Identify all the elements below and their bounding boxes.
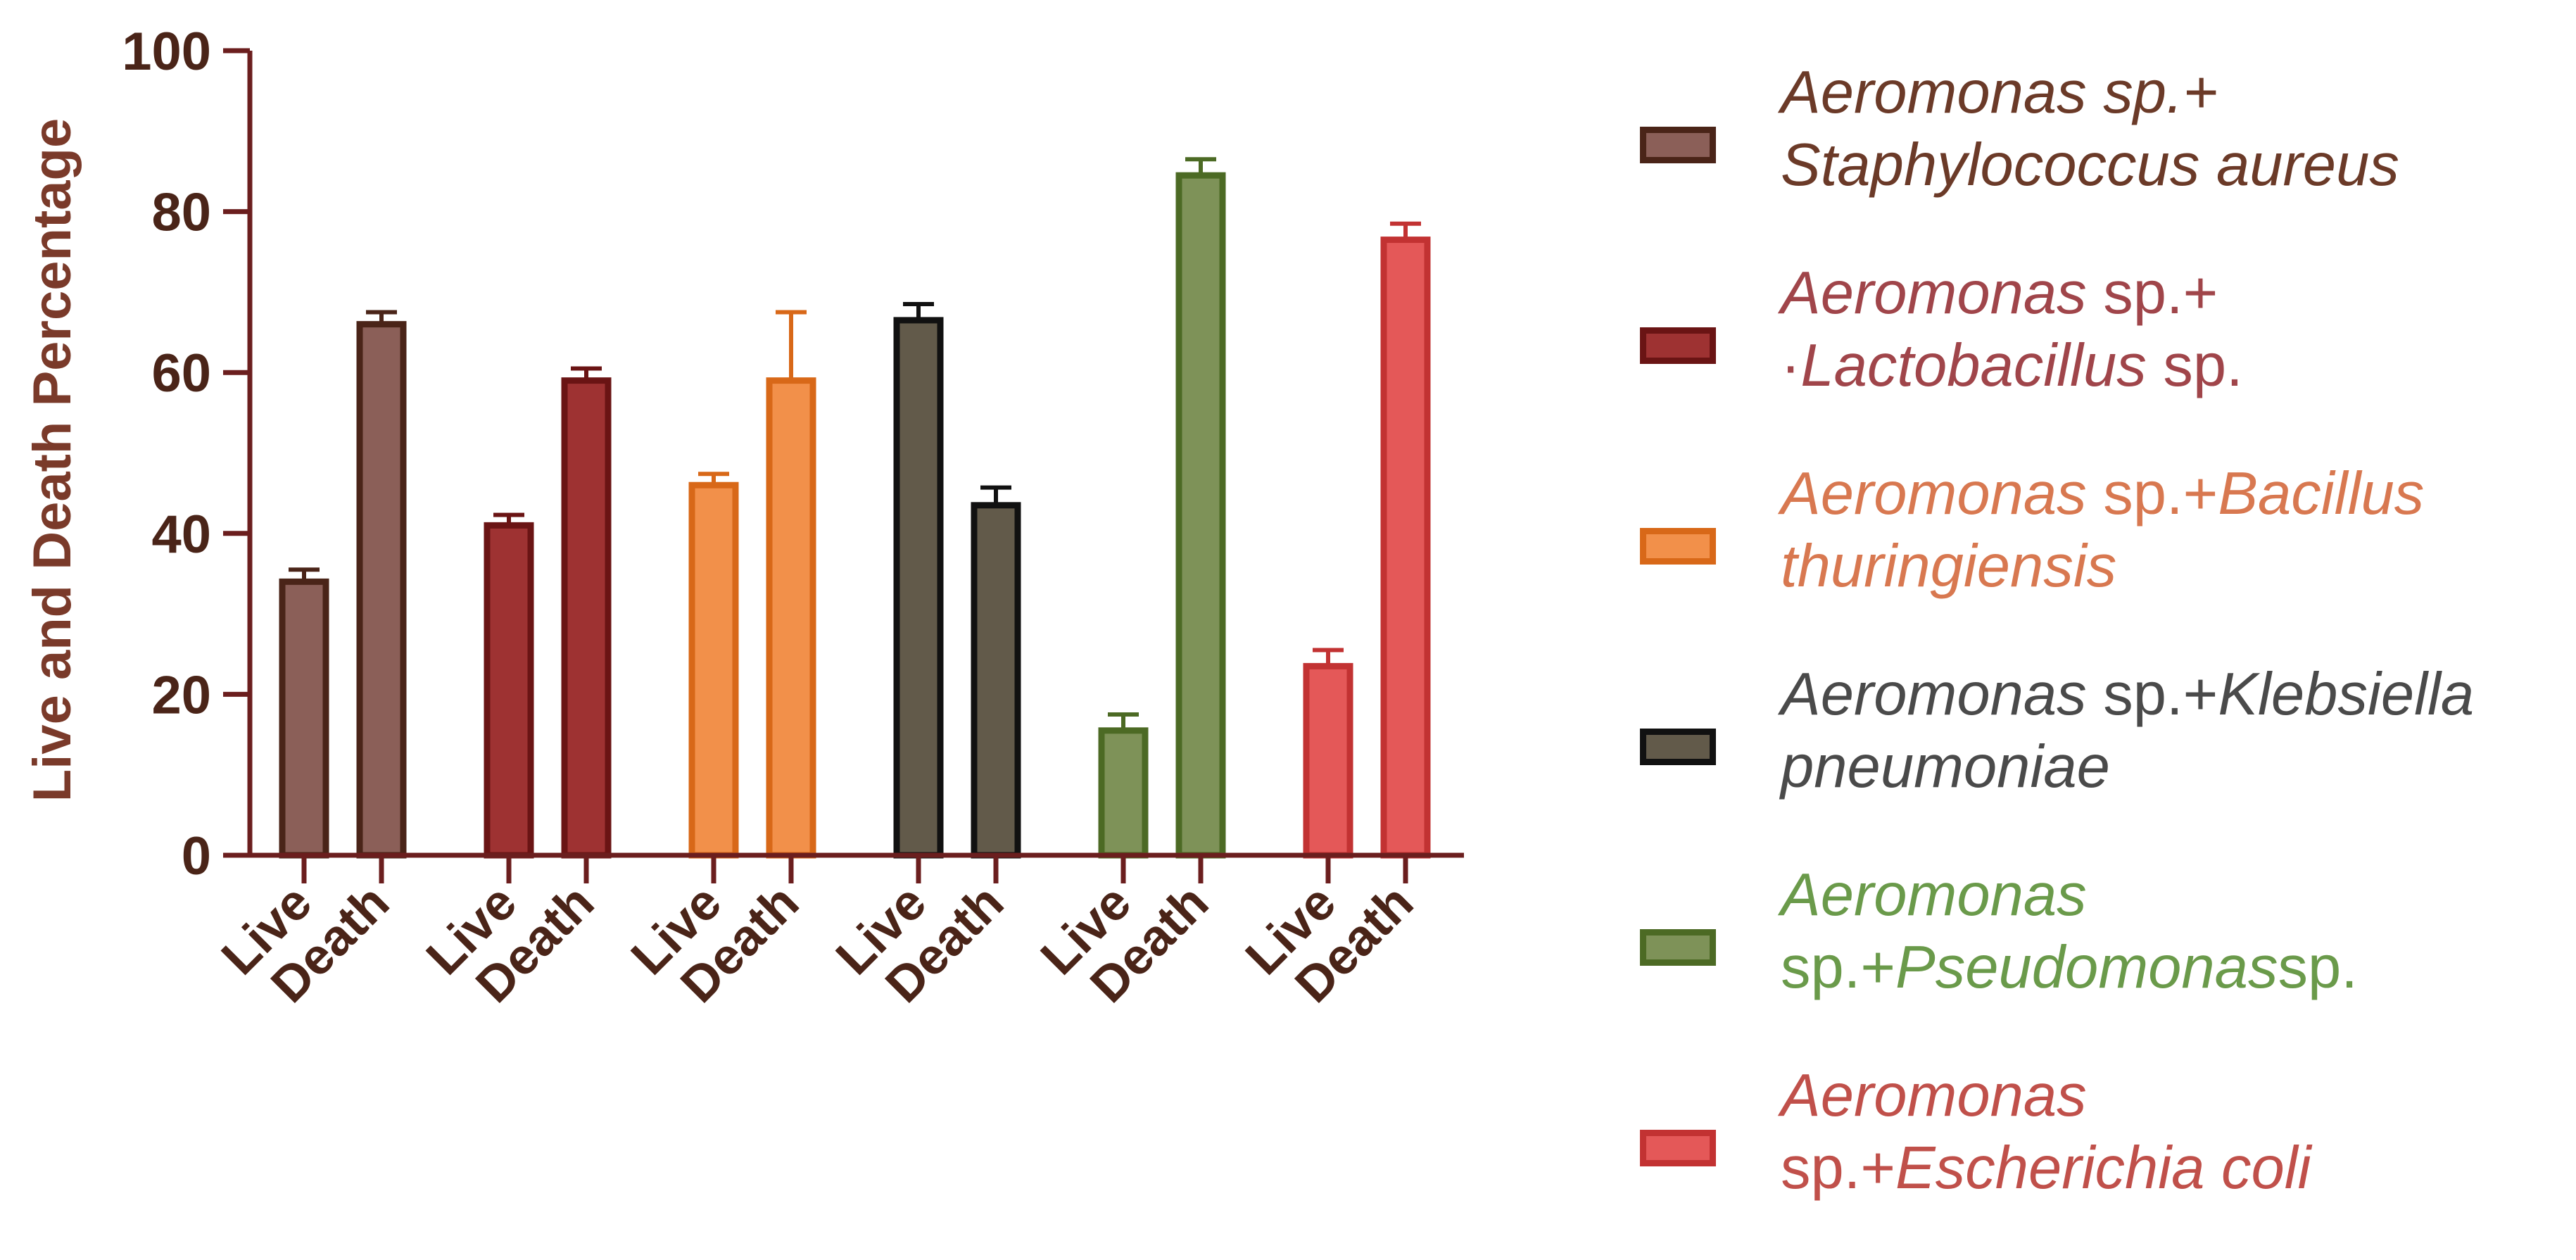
legend-label-2: Aeromonas sp.+Bacillus thuringiensis (1781, 458, 2569, 603)
legend-swatch-3 (1640, 729, 1716, 765)
bar-death-1 (561, 377, 612, 859)
legend-label-segment-2-0-1: sp.+ (2086, 460, 2218, 527)
legend-item-5: Aeromonas sp.+Escherichia coli (1640, 1059, 2569, 1260)
legend-swatch-1 (1640, 327, 1716, 364)
legend-label-4: Aeromonas sp.+Pseudomonassp. (1781, 859, 2569, 1004)
legend-label-line-1-1: ·Lactobacillus sp. (1781, 329, 2569, 402)
legend-label-line-5-1: sp.+Escherichia coli (1781, 1132, 2569, 1204)
legend-label-segment-2-0-0: Aeromonas (1781, 460, 2087, 527)
bar-death-4 (1175, 172, 1226, 859)
legend-label-segment-1-1-0: · (1781, 332, 1801, 399)
legend-label-segment-0-0-0: Aeromonas sp.+ (1781, 59, 2218, 126)
legend-label-line-4-0: Aeromonas (1781, 859, 2569, 931)
legend-label-line-3-0: Aeromonas sp.+Klebsiella (1781, 658, 2569, 731)
y-tick-label-40: 40 (151, 505, 211, 565)
legend-label-segment-4-1-0: sp.+ (1781, 934, 1896, 1001)
legend-label-segment-1-0-0: Aeromonas (1781, 260, 2087, 327)
legend-item-3: Aeromonas sp.+Klebsiella pneumoniae (1640, 658, 2569, 859)
legend-swatch-5 (1640, 1130, 1716, 1166)
legend-label-segment-2-1-0: thuringiensis (1781, 533, 2117, 600)
legend-item-4: Aeromonas sp.+Pseudomonassp. (1640, 859, 2569, 1059)
legend-label-line-0-1: Staphylococcus aureus (1781, 129, 2569, 201)
bar-death-3 (971, 502, 1021, 859)
legend: Aeromonas sp.+ Staphylococcus aureus Aerom… (1640, 56, 2569, 1260)
y-tick-label-0: 0 (182, 826, 211, 886)
y-tick-label-60: 60 (151, 344, 211, 403)
legend-label-segment-3-0-0: Aeromonas (1781, 661, 2087, 728)
legend-item-0: Aeromonas sp.+ Staphylococcus aureus (1640, 56, 2569, 257)
legend-label-segment-4-0-0: Aeromonas (1781, 862, 2087, 928)
legend-label-0: Aeromonas sp.+ Staphylococcus aureus (1781, 56, 2569, 201)
bar-live-3 (893, 317, 944, 859)
legend-label-segment-5-1-1: Escherichia coli (1895, 1135, 2311, 1202)
legend-label-segment-3-0-2: Klebsiella (2218, 661, 2475, 728)
bar-live-0 (279, 578, 329, 859)
legend-item-2: Aeromonas sp.+Bacillus thuringiensis (1640, 458, 2569, 658)
y-axis-title: Live and Death Percentage (23, 118, 82, 802)
bar-live-2 (688, 481, 739, 859)
legend-label-line-5-0: Aeromonas (1781, 1059, 2569, 1132)
bar-death-2 (766, 377, 816, 859)
bar-live-1 (484, 522, 534, 859)
legend-label-line-1-0: Aeromonas sp.+ (1781, 257, 2569, 329)
legend-label-1: Aeromonas sp.+ ·Lactobacillus sp. (1781, 257, 2569, 402)
legend-label-3: Aeromonas sp.+Klebsiella pneumoniae (1781, 658, 2569, 803)
legend-label-segment-5-1-0: sp.+ (1781, 1135, 1896, 1202)
legend-label-segment-1-1-1: Lactobacillus (1800, 332, 2147, 399)
legend-label-line-2-0: Aeromonas sp.+Bacillus (1781, 458, 2569, 530)
bar-death-0 (356, 321, 407, 859)
bars-layer (279, 157, 1431, 859)
legend-label-segment-5-0-0: Aeromonas (1781, 1062, 2087, 1129)
legend-swatch-0 (1640, 127, 1716, 163)
legend-label-segment-4-1-1: Pseudomonas (1895, 934, 2278, 1001)
legend-label-line-4-1: sp.+Pseudomonassp. (1781, 931, 2569, 1004)
legend-label-line-2-1: thuringiensis (1781, 530, 2569, 603)
legend-label-segment-3-1-0: pneumoniae (1781, 733, 2110, 800)
y-tick-label-20: 20 (151, 665, 211, 725)
legend-label-segment-2-0-2: Bacillus (2218, 460, 2425, 527)
y-tick-label-80: 80 (151, 183, 211, 243)
legend-swatch-4 (1640, 929, 1716, 966)
legend-label-segment-4-1-2: sp. (2278, 934, 2358, 1001)
legend-label-5: Aeromonas sp.+Escherichia coli (1781, 1059, 2569, 1204)
legend-label-segment-1-1-2: sp. (2146, 332, 2243, 399)
legend-label-segment-0-1-0: Staphylococcus aureus (1781, 132, 2399, 199)
bar-live-5 (1303, 662, 1353, 859)
legend-label-line-0-0: Aeromonas sp.+ (1781, 56, 2569, 129)
legend-label-line-3-1: pneumoniae (1781, 731, 2569, 803)
legend-label-segment-3-0-1: sp.+ (2086, 661, 2218, 728)
legend-swatch-2 (1640, 528, 1716, 565)
bar-death-5 (1380, 237, 1431, 859)
y-tick-label-100: 100 (122, 22, 211, 82)
bar-live-4 (1098, 727, 1149, 859)
legend-item-1: Aeromonas sp.+ ·Lactobacillus sp. (1640, 257, 2569, 458)
legend-label-segment-1-0-1: sp.+ (2086, 260, 2218, 327)
